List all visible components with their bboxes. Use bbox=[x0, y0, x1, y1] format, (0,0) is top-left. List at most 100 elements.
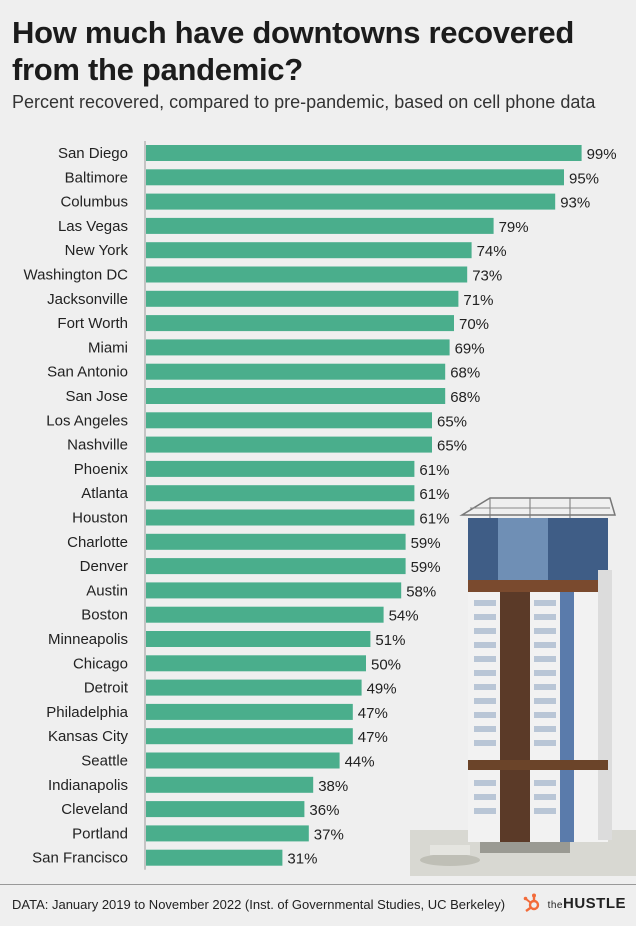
bar bbox=[146, 533, 406, 550]
value-label: 95% bbox=[569, 170, 599, 187]
value-label: 68% bbox=[450, 365, 480, 382]
value-label: 74% bbox=[477, 243, 507, 260]
bar bbox=[146, 436, 432, 453]
category-label: Los Angeles bbox=[46, 412, 128, 429]
bar bbox=[146, 703, 353, 720]
category-label: New York bbox=[65, 242, 129, 259]
value-label: 31% bbox=[287, 851, 317, 868]
bar bbox=[146, 290, 459, 307]
category-label: Houston bbox=[72, 510, 128, 527]
sprocket-icon bbox=[523, 893, 539, 912]
bars-group: San Diego 99% Baltimore 95% Columbus 93% Las V… bbox=[24, 145, 617, 868]
category-label: Fort Worth bbox=[57, 315, 128, 332]
logo-wordmark: theHUSTLE bbox=[548, 895, 626, 912]
bar bbox=[146, 485, 415, 502]
category-label: Nashville bbox=[67, 437, 128, 454]
value-label: 59% bbox=[411, 559, 441, 576]
bar bbox=[146, 825, 309, 842]
bar bbox=[146, 558, 406, 575]
category-label: Cleveland bbox=[61, 801, 128, 818]
category-label: Portland bbox=[72, 825, 128, 842]
category-label: Seattle bbox=[81, 753, 128, 770]
category-label: San Jose bbox=[65, 388, 128, 405]
value-label: 51% bbox=[375, 632, 405, 649]
category-label: Jacksonville bbox=[47, 291, 128, 308]
value-label: 65% bbox=[437, 413, 467, 430]
bar bbox=[146, 388, 446, 404]
bar bbox=[146, 776, 314, 793]
bar bbox=[146, 242, 472, 259]
value-label: 50% bbox=[371, 656, 401, 673]
category-label: Baltimore bbox=[65, 169, 128, 186]
value-label: 69% bbox=[455, 340, 485, 357]
value-label: 47% bbox=[358, 705, 388, 722]
value-label: 79% bbox=[499, 219, 529, 236]
bar bbox=[146, 752, 340, 769]
building-illustration bbox=[410, 497, 636, 876]
category-label: Detroit bbox=[84, 680, 129, 697]
category-label: Chicago bbox=[73, 655, 128, 672]
value-label: 47% bbox=[358, 729, 388, 746]
bar bbox=[146, 606, 384, 623]
bar bbox=[146, 679, 362, 696]
bar bbox=[146, 460, 415, 477]
value-label: 37% bbox=[314, 826, 344, 843]
value-label: 36% bbox=[309, 802, 339, 819]
bar bbox=[146, 266, 468, 283]
category-label: Atlanta bbox=[81, 485, 128, 502]
value-label: 70% bbox=[459, 316, 489, 333]
category-label: San Antonio bbox=[47, 364, 128, 381]
chart-subtitle: Percent recovered, compared to pre-pande… bbox=[12, 92, 596, 112]
bar bbox=[146, 193, 556, 210]
value-label: 65% bbox=[437, 438, 467, 455]
category-label: Boston bbox=[81, 607, 128, 624]
value-label: 73% bbox=[472, 268, 502, 285]
bar bbox=[146, 728, 353, 745]
value-label: 38% bbox=[318, 778, 348, 795]
footer-divider bbox=[0, 884, 636, 885]
bar bbox=[146, 145, 582, 161]
value-label: 58% bbox=[406, 583, 436, 600]
bar bbox=[146, 849, 283, 866]
category-label: Philadelphia bbox=[46, 704, 128, 721]
category-label: Charlotte bbox=[67, 534, 128, 551]
category-label: San Francisco bbox=[32, 850, 128, 867]
category-label: Austin bbox=[86, 582, 128, 599]
value-label: 61% bbox=[419, 486, 449, 503]
category-label: Miami bbox=[88, 339, 128, 356]
category-label: Denver bbox=[80, 558, 128, 575]
bar bbox=[146, 801, 305, 818]
logo-name: HUSTLE bbox=[563, 894, 626, 912]
bar bbox=[146, 339, 450, 356]
value-label: 61% bbox=[419, 462, 449, 479]
category-label: Washington DC bbox=[24, 267, 129, 284]
value-label: 68% bbox=[450, 389, 480, 406]
hustle-logo: theHUSTLE bbox=[522, 893, 626, 913]
category-label: San Diego bbox=[58, 145, 128, 162]
chart-title: How much have downtowns recovered from t… bbox=[12, 15, 574, 87]
bar bbox=[146, 509, 415, 526]
value-label: 61% bbox=[419, 511, 449, 528]
value-label: 71% bbox=[463, 292, 493, 309]
bar bbox=[146, 217, 494, 234]
bar bbox=[146, 412, 432, 429]
value-label: 93% bbox=[560, 195, 590, 212]
category-label: Indianapolis bbox=[48, 777, 128, 794]
bar bbox=[146, 169, 564, 186]
value-label: 44% bbox=[345, 754, 375, 771]
category-label: Minneapolis bbox=[48, 631, 128, 648]
category-label: Columbus bbox=[60, 194, 128, 211]
bar bbox=[146, 631, 371, 647]
value-label: 49% bbox=[367, 681, 397, 698]
category-label: Phoenix bbox=[74, 461, 129, 478]
bar-chart: San Diego 99% Baltimore 95% Columbus 93% Las V… bbox=[24, 141, 617, 870]
value-label: 59% bbox=[411, 535, 441, 552]
value-label: 99% bbox=[587, 146, 617, 163]
category-label: Las Vegas bbox=[58, 218, 128, 235]
bar bbox=[146, 582, 402, 599]
logo-prefix: the bbox=[547, 899, 563, 911]
category-label: Kansas City bbox=[48, 728, 129, 745]
bar bbox=[146, 655, 366, 672]
bar bbox=[146, 363, 446, 380]
bar bbox=[146, 315, 454, 332]
